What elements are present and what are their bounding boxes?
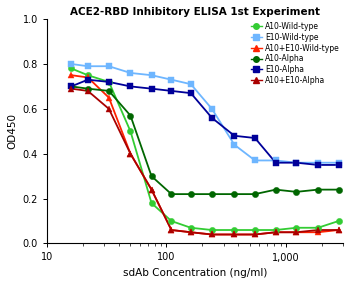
Y-axis label: OD450: OD450 [7, 113, 17, 149]
Title: ACE2-RBD Inhibitory ELISA 1st Experiment: ACE2-RBD Inhibitory ELISA 1st Experiment [70, 7, 320, 17]
X-axis label: sdAb Concentration (ng/ml): sdAb Concentration (ng/ml) [123, 268, 267, 278]
Legend: A10-Wild-type, E10-Wild-type, A10+E10-Wild-type, A10-Alpha, E10-Alpha, A10+E10-A: A10-Wild-type, E10-Wild-type, A10+E10-Wi… [250, 21, 341, 85]
